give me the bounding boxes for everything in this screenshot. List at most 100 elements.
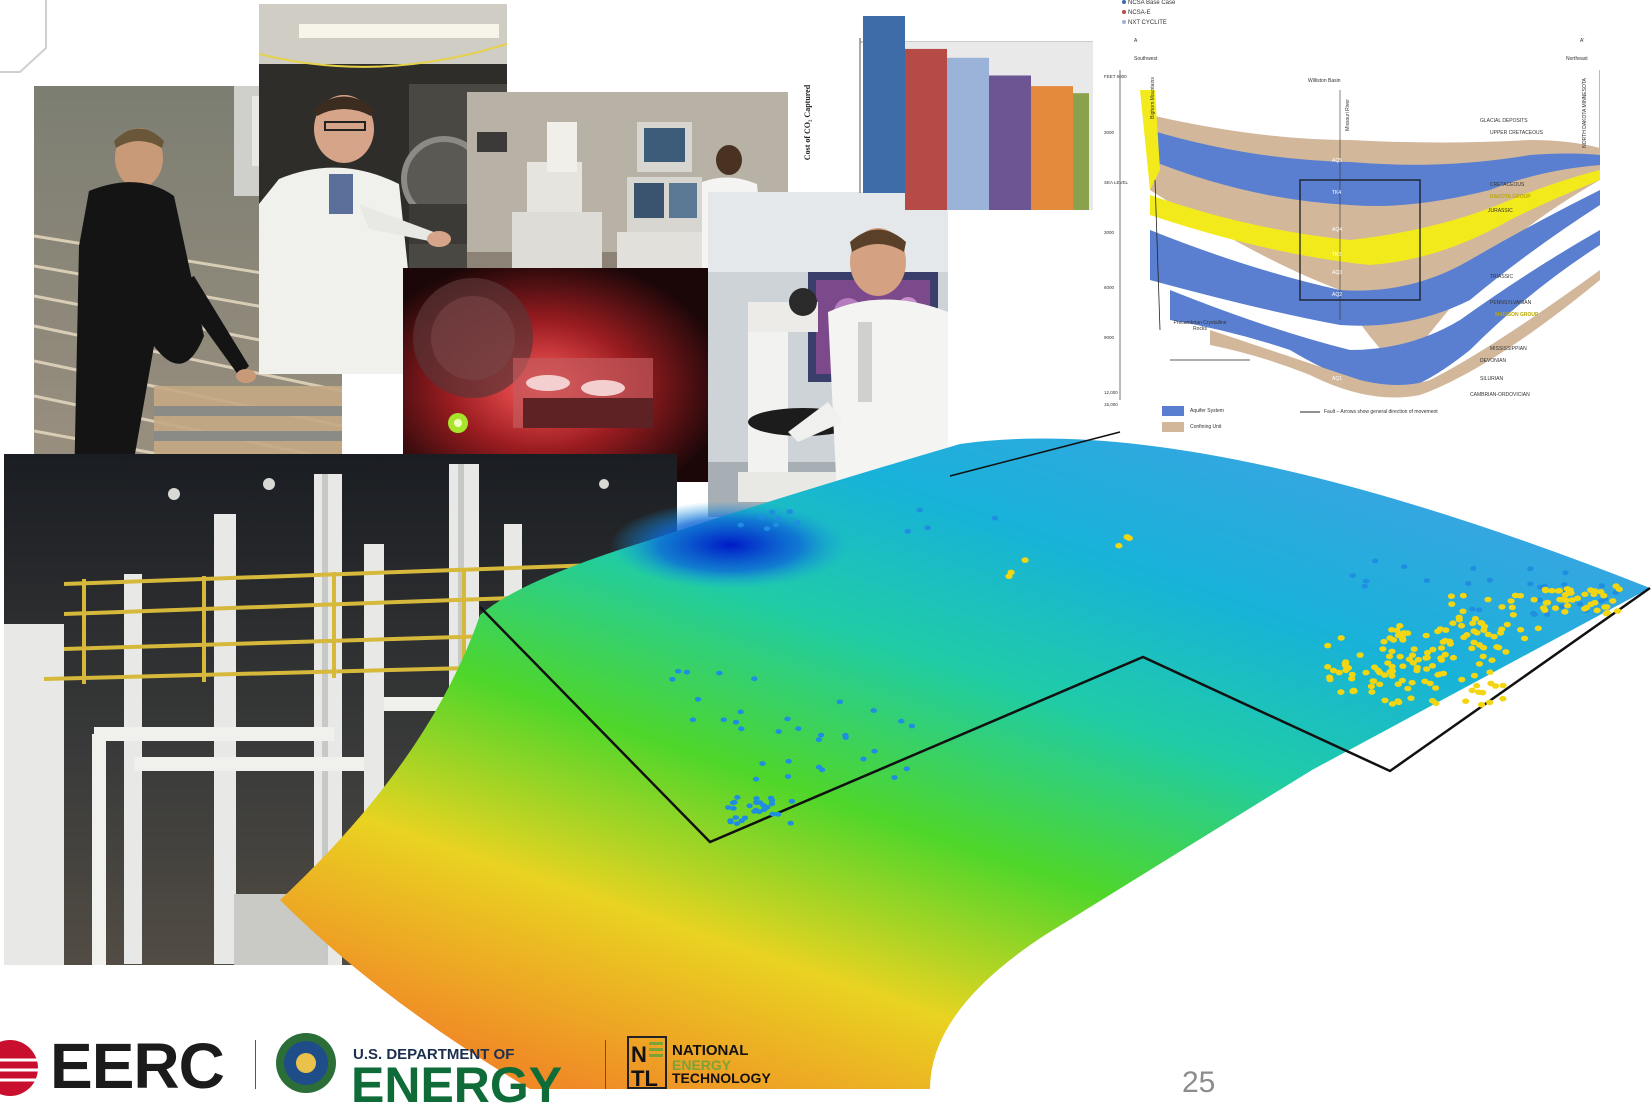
cs-layer-label: UPPER CRETACEOUS [1490,130,1543,136]
eerc-wordmark: EERC [50,1030,225,1102]
yellow-well-point [1463,632,1471,638]
blue-well-point [1362,578,1370,584]
yellow-well-point [1442,627,1450,633]
cs-right-dir: Northeast [1566,56,1588,62]
cross-section: A A' Southwest Northeast Williston Basin… [1104,30,1601,460]
cs-layer-label: CAMBRIAN-ORDOVICIAN [1470,392,1530,398]
blue-well-point [775,515,782,521]
blue-well-point [1536,597,1543,603]
yellow-well-point [1470,672,1479,679]
blue-well-point [1561,582,1568,587]
blue-well-point [738,818,745,824]
yellow-well-point [1458,676,1466,683]
yellow-well-point [1468,687,1476,694]
yellow-well-point [1459,592,1467,599]
cs-basin: Williston Basin [1308,78,1341,84]
yellow-well-point [1398,677,1406,684]
yellow-well-point [1388,668,1397,674]
blue-well-point [732,815,739,820]
blue-well-point [787,820,794,826]
blue-well-point [842,735,849,740]
yellow-well-point [1350,687,1358,694]
yellow-well-point [1470,639,1478,646]
cs-aquifer-code: AQ4 [1332,227,1343,233]
yellow-well-point [1469,620,1477,627]
blue-well-point [903,766,910,772]
yellow-well-point [1368,689,1376,695]
blue-well-point [908,723,916,729]
logo-divider-2 [605,1040,606,1089]
blue-well-point [738,726,745,732]
blue-well-point [733,821,741,826]
cs-depth-label: 9000 [1104,335,1115,340]
cs-layer-label: JURASSIC [1488,208,1513,214]
blue-well-point [769,811,776,817]
svg-text:TL: TL [631,1066,658,1089]
blue-well-point [669,676,676,682]
page-number: 25 [1182,1066,1216,1099]
blue-well-point [758,514,765,520]
blue-well-point [991,515,999,521]
blue-well-point [1576,601,1584,607]
blue-well-point [815,737,823,743]
yellow-well-point [1530,596,1538,603]
cs-depth-label: 15,000 [1104,402,1118,407]
yellow-well-point [1369,678,1377,684]
eerc-emblem-icon [0,1040,40,1096]
cs-aquifer-code: TK3 [1332,252,1342,258]
yellow-well-point [1428,663,1437,669]
blue-well-point [1598,583,1606,589]
yellow-well-point [1399,663,1407,669]
blue-well-point [836,699,843,705]
blue-well-point [727,819,734,825]
yellow-well-point [1449,620,1457,626]
blue-well-point [716,670,723,676]
yellow-well-point [1326,674,1334,681]
yellow-well-point [1475,642,1483,648]
legend-label: NCSA Base Case [1128,0,1176,6]
logo-divider-1 [255,1040,256,1089]
blue-well-point [904,528,911,534]
netl-line-1: NATIONAL [672,1042,749,1059]
legend: NCSA Base Case NCSA-E NXT CYCLITE [1122,0,1322,36]
cs-right-end: A' [1580,38,1585,44]
yellow-well-point [1344,665,1352,671]
blue-well-point [1401,564,1408,570]
yellow-well-point [1457,622,1466,629]
yellow-well-point [1603,604,1611,610]
yellow-well-point [1486,669,1494,675]
yellow-well-point [1468,645,1476,652]
yellow-well-point [1381,697,1389,704]
doe-top-text: U.S. DEPARTMENT OF [353,1046,515,1063]
yellow-well-point [1342,659,1350,665]
cs-layer-label: GLACIAL DEPOSITS [1480,118,1528,124]
yellow-well-point [1470,628,1478,634]
yellow-well-point [1348,671,1356,678]
cs-layer-label: CRETACEOUS [1490,182,1525,188]
yellow-well-point [1534,625,1542,632]
blue-well-point [1361,583,1368,589]
yellow-well-point [1388,663,1396,670]
blue-well-point [1598,598,1605,604]
blue-well-point [768,801,776,807]
yellow-well-point [1480,623,1489,630]
yellow-well-point [1556,596,1564,603]
yellow-well-point [1432,685,1440,691]
blue-well-point [795,726,802,731]
cs-layer-label: MADISON GROUP [1495,312,1539,318]
bar-4 [989,75,1031,210]
blue-well-point [754,800,762,805]
yellow-well-point [1356,652,1364,658]
yellow-well-point [1484,596,1492,603]
yellow-well-point [1374,667,1382,674]
yellow-well-point [1021,557,1029,563]
yellow-well-point [1479,653,1487,660]
photo-laser-instrument [403,268,711,482]
blue-well-point [817,732,825,738]
cs-precambrian: Precambrian Crystalline Rocks [1173,320,1227,332]
cs-aquifer-code: TK1 [1332,336,1342,342]
netl-emblem-icon: N TL [627,1036,667,1089]
blue-well-point [788,798,796,804]
yellow-well-point [1337,635,1345,641]
blue-well-point [725,805,732,810]
